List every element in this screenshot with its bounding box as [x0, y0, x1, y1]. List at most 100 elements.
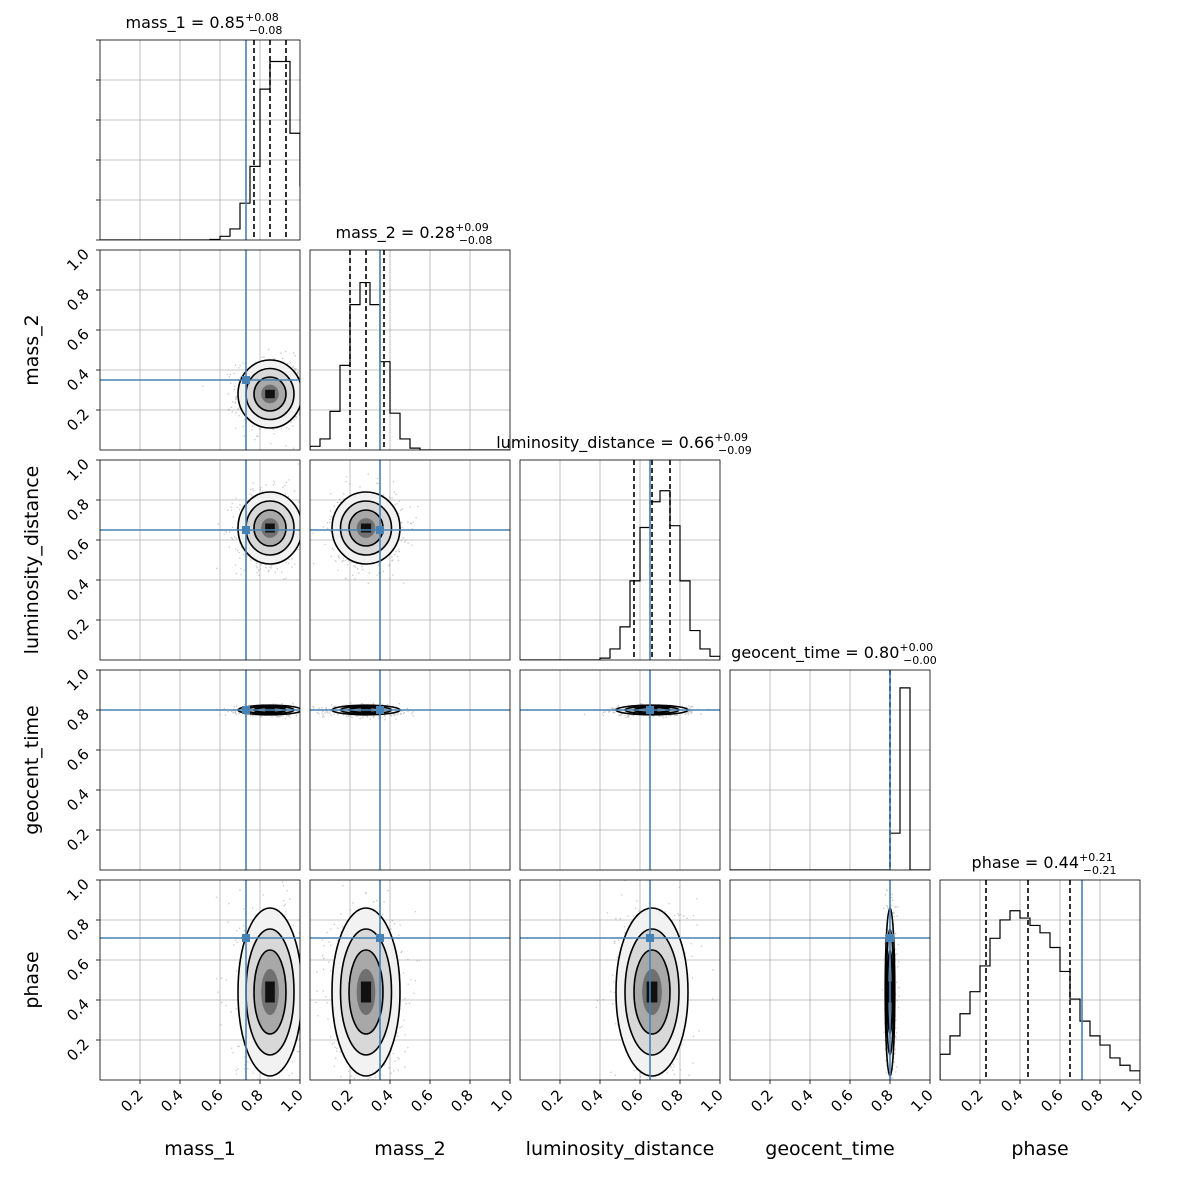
x-axis-label-mass_1: mass_1 [164, 1138, 236, 1160]
panel-frame [99, 669, 301, 871]
x-axis-label-mass_2: mass_2 [374, 1138, 446, 1160]
x-tick-label: 0.8 [867, 1086, 897, 1116]
y-axis-label-luminosity_distance: luminosity_distance [21, 466, 43, 655]
panel-phase-luminosity_distance: 0.2 0.4 0.6 0.8 1.0 [519, 879, 727, 1116]
y-tick-label: 0.8 [63, 285, 93, 315]
x-tick-label: 0.8 [657, 1086, 687, 1116]
panel-mass_2-mass_1: 0.2 0.4 0.6 0.8 1.0 [63, 245, 301, 451]
contour-2 [633, 949, 671, 1035]
panel-frame [309, 669, 511, 871]
x-tick-label: 0.8 [447, 1086, 477, 1116]
panel-frame [309, 879, 511, 1081]
density-core [265, 981, 275, 1003]
contour-0 [615, 907, 689, 1077]
panel-geocent_time-luminosity_distance [519, 669, 721, 871]
y-tick-label: 0.2 [63, 825, 93, 855]
truth-marker [886, 934, 894, 942]
density-core [265, 523, 275, 533]
title-phase: phase = 0.44+0.21 −0.21 [972, 851, 1117, 877]
histogram-phase [940, 910, 1140, 1080]
panel-phase-geocent_time: 0.2 0.4 0.6 0.8 1.0 [729, 879, 937, 1116]
x-tick-label: 1.0 [907, 1086, 937, 1116]
y-tick-label: 1.0 [63, 665, 93, 695]
density-core [646, 981, 658, 1003]
y-tick-label: 0.2 [63, 405, 93, 435]
histogram-luminosity_distance [520, 490, 720, 660]
density-core [360, 981, 372, 1003]
truth-marker [242, 706, 250, 714]
histogram-mass_1 [100, 60, 300, 240]
panel-luminosity_distance-mass_2 [309, 459, 511, 661]
panel-frame [729, 669, 931, 871]
y-tick-label: 0.2 [63, 615, 93, 645]
truth-marker [242, 934, 250, 942]
y-tick-label: 0.8 [63, 915, 93, 945]
x-tick-label: 0.4 [367, 1086, 397, 1116]
y-axis-label-phase: phase [21, 951, 43, 1008]
truth-marker [376, 934, 384, 942]
y-tick-label: 0.6 [63, 325, 93, 355]
contour-0 [331, 491, 401, 565]
x-tick-label: 0.6 [1037, 1086, 1067, 1116]
panel-frame [99, 879, 301, 1081]
contour-0 [237, 359, 300, 429]
y-tick-label: 1.0 [63, 455, 93, 485]
truth-marker [646, 706, 654, 714]
y-tick-label: 1.0 [63, 245, 93, 275]
panel-geocent_time-geocent_time [729, 669, 931, 871]
x-axis-label-phase: phase [1011, 1138, 1068, 1160]
panel-mass_1-mass_1 [96, 39, 301, 241]
panel-frame [309, 459, 511, 661]
x-axis-label-luminosity_distance: luminosity_distance [526, 1138, 715, 1160]
title-geocent_time: geocent_time = 0.80+0.00 −0.00 [731, 641, 937, 667]
truth-marker [376, 526, 384, 534]
truth-marker [646, 934, 654, 942]
y-tick-label: 0.2 [63, 1035, 93, 1065]
panel-frame [99, 249, 301, 451]
contour-0 [237, 907, 300, 1077]
x-tick-label: 1.0 [487, 1086, 517, 1116]
title-mass_2: mass_2 = 0.28+0.09 −0.08 [336, 221, 493, 247]
x-tick-label: 0.6 [407, 1086, 437, 1116]
y-tick-label: 0.6 [63, 535, 93, 565]
x-axis-label-geocent_time: geocent_time [765, 1138, 894, 1160]
panel-frame [939, 879, 1141, 1081]
x-tick-label: 0.2 [537, 1086, 567, 1116]
panel-geocent_time-mass_2 [309, 669, 511, 871]
x-tick-label: 0.6 [617, 1086, 647, 1116]
histogram-geocent_time [730, 687, 930, 870]
panel-frame [519, 459, 721, 661]
contour-1 [339, 928, 393, 1056]
y-tick-label: 1.0 [63, 875, 93, 905]
y-axis-label-mass_2: mass_2 [21, 314, 43, 386]
x-tick-label: 0.6 [197, 1086, 227, 1116]
panel-frame [519, 879, 721, 1081]
contour-1 [339, 500, 393, 556]
x-tick-label: 1.0 [1117, 1086, 1147, 1116]
panel-geocent_time-mass_1: 0.2 0.4 0.6 0.8 1.0 [63, 665, 301, 871]
title-luminosity_distance: luminosity_distance = 0.66+0.09 −0.09 [496, 431, 752, 457]
x-tick-label: 0.2 [957, 1086, 987, 1116]
y-tick-label: 0.8 [63, 705, 93, 735]
density-core [265, 389, 275, 399]
x-tick-label: 0.8 [237, 1086, 267, 1116]
contour-2 [253, 376, 287, 412]
panel-frame [99, 39, 301, 241]
y-tick-label: 0.6 [63, 955, 93, 985]
x-tick-label: 0.4 [997, 1086, 1027, 1116]
truth-marker [376, 706, 384, 714]
y-tick-label: 0.4 [63, 365, 93, 395]
contour-2 [253, 949, 287, 1035]
panel-phase-mass_2: 0.2 0.4 0.6 0.8 1.0 [309, 879, 517, 1116]
scatter-points-mass_2-luminosity_distance [312, 473, 419, 585]
y-tick-label: 0.8 [63, 495, 93, 525]
contour-2 [348, 949, 384, 1035]
y-tick-label: 0.4 [63, 995, 93, 1025]
truth-marker [242, 526, 250, 534]
panel-frame [729, 879, 931, 1081]
x-tick-label: 0.2 [747, 1086, 777, 1116]
x-tick-label: 0.4 [577, 1086, 607, 1116]
contour-2 [253, 509, 287, 547]
x-tick-label: 0.2 [117, 1086, 147, 1116]
